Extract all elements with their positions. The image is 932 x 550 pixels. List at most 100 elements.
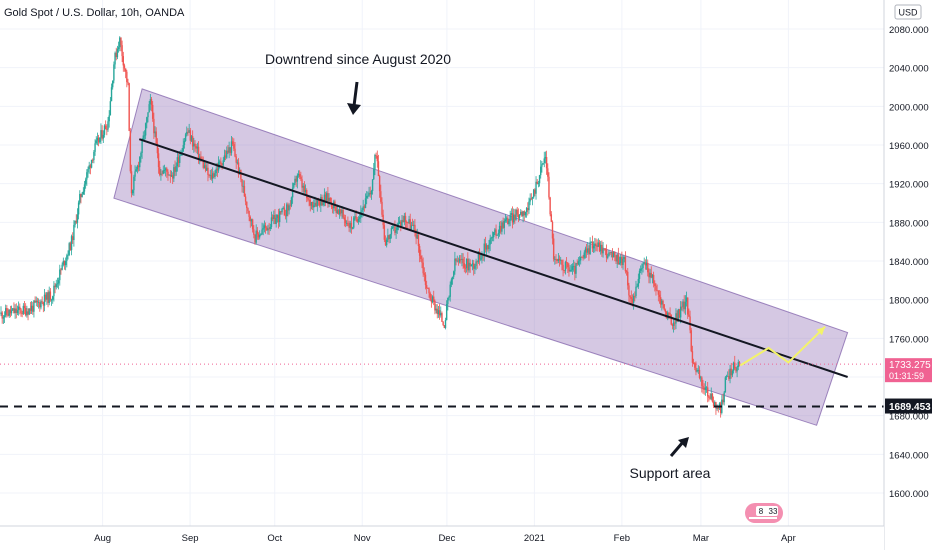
candle [676, 313, 678, 322]
candle [197, 146, 200, 159]
candle [281, 208, 283, 213]
candle [334, 201, 336, 205]
candle [468, 262, 470, 271]
candle [60, 269, 62, 271]
candle [271, 217, 274, 219]
candle [736, 367, 738, 372]
candle [712, 401, 715, 407]
candle [102, 134, 105, 139]
candle [407, 222, 409, 224]
candle [108, 115, 110, 122]
price-axis[interactable] [884, 0, 932, 550]
candle [353, 217, 355, 228]
candle [685, 297, 688, 302]
candle [489, 238, 491, 245]
candle [403, 215, 406, 223]
candle [577, 261, 580, 265]
candle [315, 202, 317, 207]
candle [558, 258, 561, 261]
candle [104, 125, 107, 130]
candle [655, 286, 657, 291]
candle [189, 130, 192, 141]
candle [186, 131, 188, 135]
time-axis[interactable] [0, 526, 884, 550]
candle [664, 309, 667, 313]
candle [140, 152, 142, 157]
candle [80, 194, 82, 198]
candle [524, 211, 527, 216]
candle [669, 313, 671, 315]
candle [595, 243, 597, 246]
candle [687, 297, 689, 315]
candle [36, 300, 39, 303]
candle [109, 101, 112, 116]
candle [554, 259, 556, 260]
trend-line[interactable] [138, 138, 848, 378]
candle [592, 245, 595, 249]
candle [306, 190, 308, 198]
y-tick-label: 1640.000 [889, 450, 929, 461]
candle [268, 228, 270, 230]
candle [278, 211, 281, 223]
candle [405, 222, 408, 223]
candle [355, 216, 357, 220]
candle [231, 141, 234, 145]
candle [62, 260, 65, 265]
candle [473, 263, 475, 269]
candle [734, 362, 736, 369]
candle [320, 196, 322, 206]
projection-path[interactable] [739, 325, 826, 367]
candle [737, 362, 739, 368]
candle [187, 131, 189, 133]
candle [625, 271, 628, 272]
candle [296, 175, 299, 182]
candle [512, 214, 515, 223]
candle [280, 211, 282, 213]
candle [7, 313, 9, 316]
candle [557, 258, 560, 261]
candle [87, 169, 89, 173]
candle [448, 296, 450, 298]
events-badge-bar [749, 517, 777, 519]
current-price-label: 1733.275 [889, 360, 931, 371]
candle [316, 199, 319, 207]
candle [193, 143, 195, 147]
candle [329, 197, 331, 202]
candle [188, 130, 190, 133]
candle [463, 263, 466, 268]
candle [202, 160, 204, 168]
candle [100, 130, 102, 138]
candle [631, 298, 634, 303]
candle [173, 167, 175, 179]
candle [735, 368, 737, 372]
candle [270, 217, 273, 227]
candle [467, 258, 469, 271]
candle [635, 286, 637, 296]
candle [134, 171, 136, 177]
candle [207, 167, 209, 175]
candle [363, 206, 366, 209]
currency-badge[interactable] [894, 4, 922, 20]
candle [619, 257, 622, 263]
candle [672, 322, 675, 326]
candle [371, 179, 374, 191]
candle [668, 312, 670, 314]
candle [323, 194, 326, 203]
events-badge-inner [756, 506, 778, 516]
candle [343, 217, 346, 220]
candle [711, 393, 714, 402]
candle [151, 104, 154, 119]
candle [568, 267, 570, 272]
candle [645, 262, 648, 266]
support-area-annotation: Support area [630, 465, 711, 481]
candle [286, 204, 288, 217]
candle [650, 272, 652, 278]
candle [354, 216, 356, 218]
currency-label: USD [898, 8, 918, 18]
candle [346, 222, 348, 224]
candle [356, 219, 358, 222]
candle [705, 387, 708, 389]
events-count-1: 8 [759, 507, 764, 516]
